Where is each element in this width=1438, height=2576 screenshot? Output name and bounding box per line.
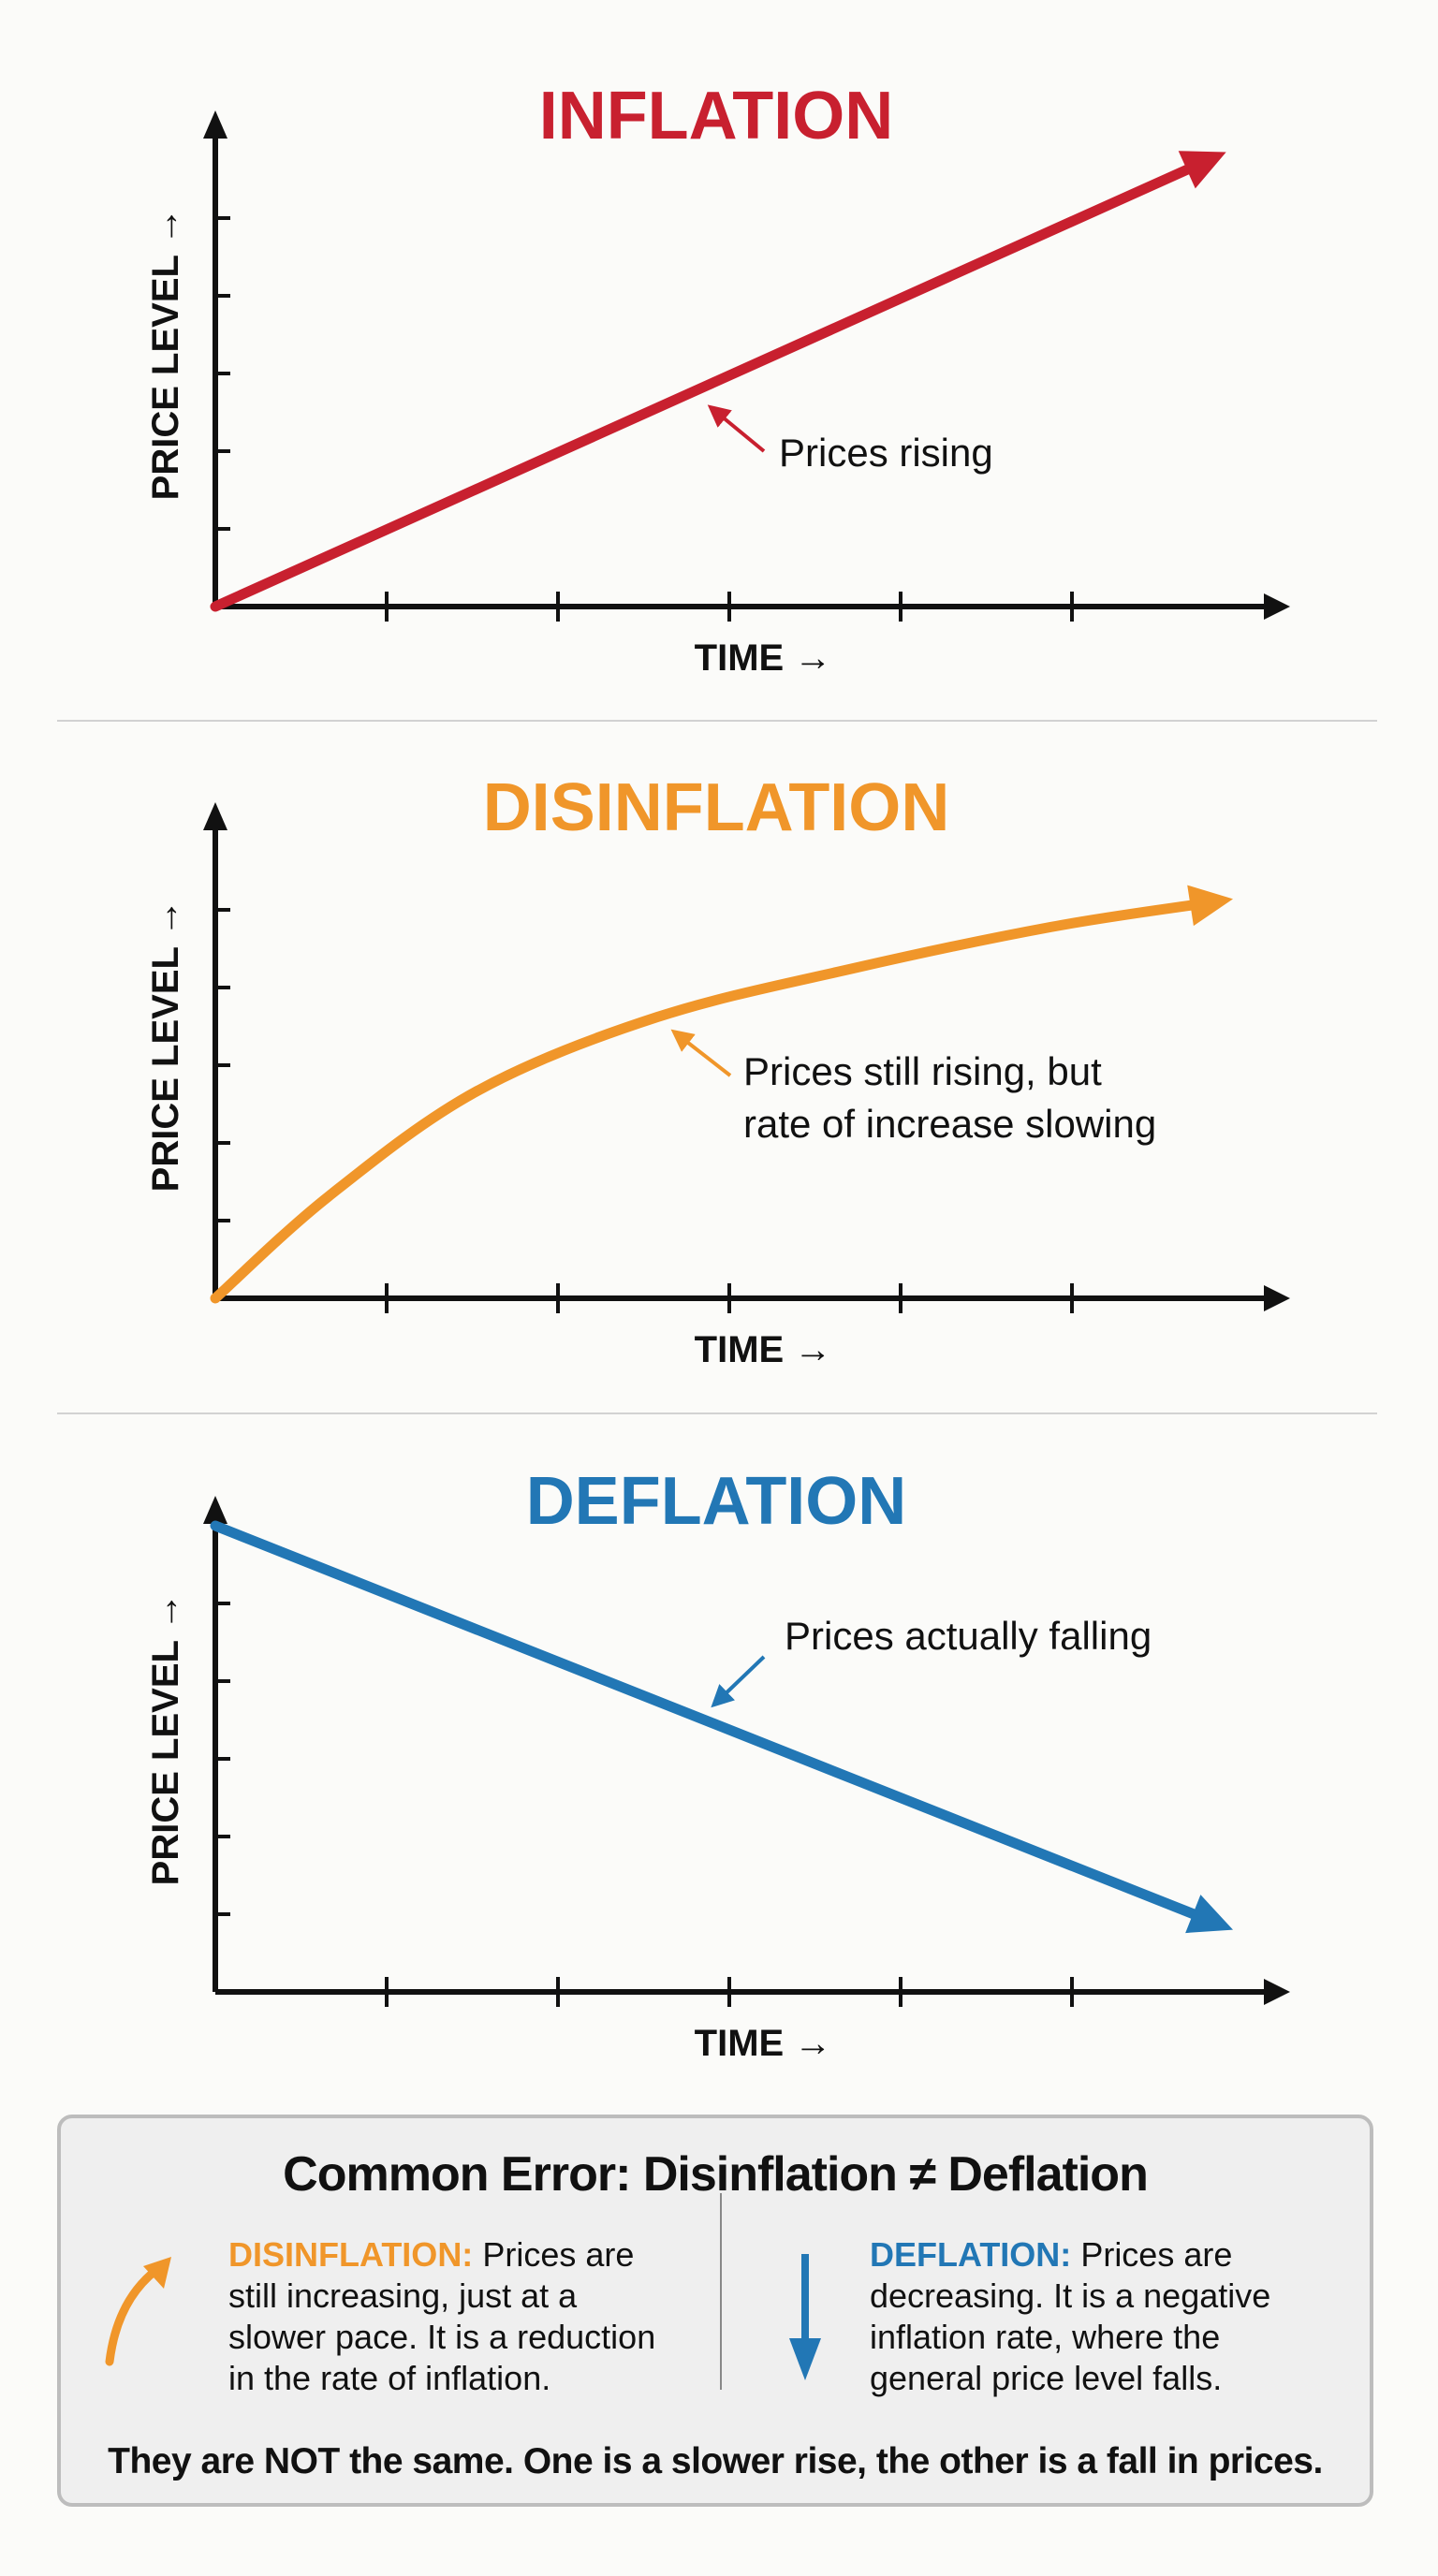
- chart-title: DISINFLATION: [483, 770, 950, 845]
- x-axis-arrow-icon: [1264, 1285, 1290, 1311]
- y-axis-label: PRICE LEVEL →: [145, 1593, 186, 1886]
- x-axis-arrow-icon: [1264, 1979, 1290, 2005]
- series-arrowhead-icon: [1185, 1895, 1234, 1934]
- deflation-definition: DEFLATION: Prices are decreasing. It is …: [870, 2234, 1338, 2399]
- y-axis-arrow-icon: [203, 110, 227, 139]
- y-axis-arrow-icon: [203, 1496, 227, 1524]
- definition-line: Prices are: [1080, 2235, 1233, 2274]
- definition-line: inflation rate, where the: [870, 2318, 1221, 2356]
- series-line: [210, 158, 1206, 612]
- annotation-arrow-icon: [707, 404, 766, 453]
- annotation-arrow-icon: [711, 1655, 766, 1708]
- section-divider: [57, 720, 1377, 722]
- series-arrowhead-icon: [1187, 885, 1234, 927]
- series-line: [210, 1520, 1212, 1925]
- chart-title: DEFLATION: [526, 1464, 907, 1539]
- definition-line: in the rate of inflation.: [228, 2359, 551, 2397]
- callout-title: Common Error: Disinflation ≠ Deflation: [283, 2147, 1149, 2202]
- chart-title: INFLATION: [539, 79, 894, 154]
- annotation-text: rate of increase slowing: [743, 1102, 1156, 1146]
- definition-line: slower pace. It is a reduction: [228, 2318, 656, 2356]
- definition-line: decreasing. It is a negative: [870, 2276, 1271, 2315]
- y-axis-label: PRICE LEVEL →: [145, 900, 186, 1193]
- y-axis-label: PRICE LEVEL →: [145, 208, 186, 501]
- annotation-text: Prices actually falling: [785, 1614, 1152, 1658]
- annotation-text: Prices rising: [779, 431, 993, 475]
- y-axis-arrow-icon: [203, 802, 227, 830]
- section-divider: [57, 1412, 1377, 1414]
- x-axis-label: TIME →: [695, 637, 832, 679]
- x-axis-label: TIME →: [695, 1329, 832, 1370]
- definition-line: still increasing, just at a: [228, 2276, 578, 2315]
- callout-footer: They are NOT the same. One is a slower r…: [108, 2441, 1323, 2481]
- disinflation-definition: DISINFLATION: Prices are still increasin…: [228, 2234, 697, 2399]
- inflation-chart: INFLATION PRICE LEVEL → TIME → Prices risin…: [145, 79, 1290, 679]
- deflation-chart: DEFLATION PRICE LEVEL → TIME → Prices actua…: [145, 1464, 1290, 2064]
- x-axis-arrow-icon: [1264, 593, 1290, 620]
- definition-line: general price level falls.: [870, 2359, 1223, 2397]
- annotation-arrow-icon: [670, 1029, 732, 1077]
- column-divider: [720, 2193, 722, 2390]
- disinflation-chart: DISINFLATION PRICE LEVEL → TIME → Prices st…: [145, 770, 1290, 1370]
- annotation-text: Prices still rising, but: [743, 1049, 1102, 1093]
- deflation-key: DEFLATION:: [870, 2235, 1072, 2274]
- common-error-callout: Common Error: Disinflation ≠ Deflation D…: [57, 2115, 1373, 2507]
- down-arrow-icon: [789, 2254, 821, 2380]
- x-axis-label: TIME →: [695, 2023, 832, 2064]
- curved-up-arrow-icon: [105, 2257, 171, 2366]
- series-line: [210, 898, 1211, 1304]
- disinflation-key: DISINFLATION:: [228, 2235, 474, 2274]
- series-arrowhead-icon: [1178, 151, 1226, 189]
- definition-line: Prices are: [482, 2235, 635, 2274]
